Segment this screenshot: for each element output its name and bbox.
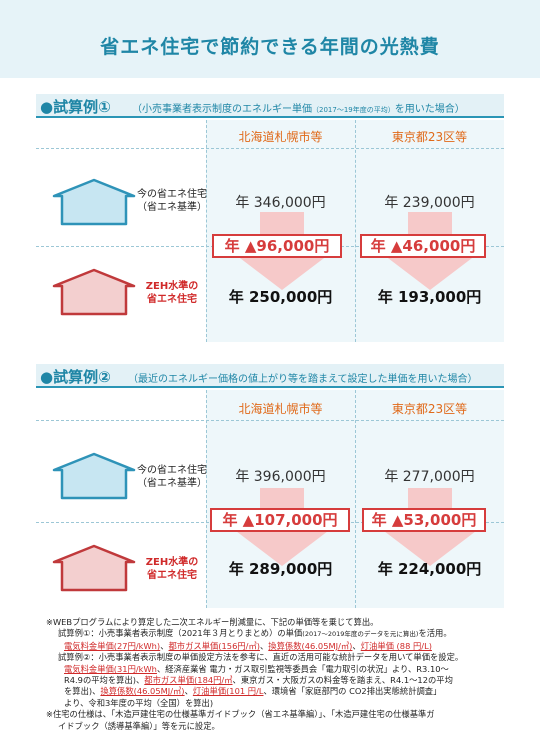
footnote-ex2-line2: 電気料金単価(31円/kWh、経済産業省 電力・ガス取引監視等委員会「電力取引の… — [64, 663, 449, 674]
footnote-ex1: 試算例①：小売事業者表示制度（2021年３月とりまとめ）の単価(2017〜201… — [58, 628, 452, 639]
example1-zeh-cost-sapporo: 年 250,000円 — [228, 288, 333, 306]
divider — [355, 120, 356, 342]
example2-base-cost-sapporo: 年 396,000円 — [235, 469, 326, 485]
example1-label: ●試算例① — [40, 98, 111, 116]
base-house-icon — [52, 178, 136, 226]
base-house-label: 今の省エネ住宅 （省エネ基準） — [137, 189, 207, 213]
example1-column-sapporo: 北海道札幌市等 — [238, 130, 323, 144]
base-house-label: 今の省エネ住宅 （省エネ基準） — [137, 465, 207, 489]
footnotes: ※WEBプログラムにより算定した二次エネルギー削減量に、下記の単価等を乗じて算出… — [46, 617, 506, 732]
divider — [36, 420, 504, 421]
example2-column-sapporo: 北海道札幌市等 — [238, 402, 323, 416]
example2-saving-tokyo: 年 ▲53,000円 — [362, 508, 486, 532]
page-title: 省エネ住宅で節約できる年間の光熱費 — [100, 36, 440, 58]
footnote-ex1-units: 電気料金単価(27円/kWh)、都市ガス単価(156円/㎥)、換算係数(46.0… — [64, 640, 432, 651]
example2-base-cost-tokyo: 年 277,000円 — [384, 469, 475, 485]
example2-zeh-cost-tokyo: 年 224,000円 — [377, 560, 482, 578]
footnote-1: ※WEBプログラムにより算定した二次エネルギー削減量に、下記の単価等を乗じて算出… — [46, 617, 379, 627]
footnote-2-line2: イドブック（誘導基準編）」等を元に設定。 — [58, 720, 220, 731]
zeh-house-icon — [52, 268, 136, 316]
divider — [206, 390, 207, 608]
example2-column-tokyo: 東京都23区等 — [391, 402, 468, 416]
example1-saving-sapporo: 年 ▲96,000円 — [212, 234, 342, 258]
example1-note: （小売事業者表示制度のエネルギー単価（2017〜19年度の平均）を用いた場合） — [132, 104, 465, 115]
footnote-ex2: 試算例②：小売事業者表示制度の単価設定方法を参考に、直近の活用可能な統計データを… — [58, 652, 464, 663]
example1-heading: ●試算例① （小売事業者表示制度のエネルギー単価（2017〜19年度の平均）を用… — [36, 94, 504, 118]
example2-label: ●試算例② — [40, 368, 111, 386]
example1-saving-tokyo: 年 ▲46,000円 — [360, 234, 486, 258]
example1-column-tokyo: 東京都23区等 — [391, 130, 468, 144]
base-house-icon — [52, 452, 136, 500]
example2-saving-sapporo: 年 ▲107,000円 — [210, 508, 350, 532]
footnote-ex2-line4: を算出)、換算係数(46.05MJ/㎥)、灯油単価(101 円/L、環境省「家庭… — [64, 686, 442, 697]
example2-zeh-cost-sapporo: 年 289,000円 — [228, 560, 333, 578]
zeh-house-label: ZEH水準の 省エネ住宅 — [145, 281, 199, 305]
footnote-ex2-line3: R4.9の平均を算出)、都市ガス単価(184円/㎥、東京ガス・大阪ガスの料金等を… — [64, 675, 453, 686]
divider — [36, 148, 504, 149]
footnote-2-line1: ※住宅の仕様は、「木造戸建住宅の仕様基準ガイドブック（省エネ基準編）」、「木造戸… — [46, 709, 435, 720]
example2-note: （最近のエネルギー価格の値上がり等を踏まえて設定した単価を用いた場合） — [128, 374, 478, 385]
zeh-house-label: ZEH水準の 省エネ住宅 — [145, 557, 199, 581]
divider — [355, 390, 356, 608]
example1-zeh-cost-tokyo: 年 193,000円 — [377, 288, 482, 306]
example1-base-cost-tokyo: 年 239,000円 — [384, 195, 475, 211]
zeh-house-icon — [52, 544, 136, 592]
footnote-ex2-line5: より、令和3年度の平均（全国）を算出) — [64, 697, 214, 708]
example2-heading: ●試算例② （最近のエネルギー価格の値上がり等を踏まえて設定した単価を用いた場合… — [36, 364, 504, 388]
example1-base-cost-sapporo: 年 346,000円 — [235, 195, 326, 211]
page-header: 省エネ住宅で節約できる年間の光熱費 — [0, 0, 540, 78]
divider — [206, 120, 207, 342]
